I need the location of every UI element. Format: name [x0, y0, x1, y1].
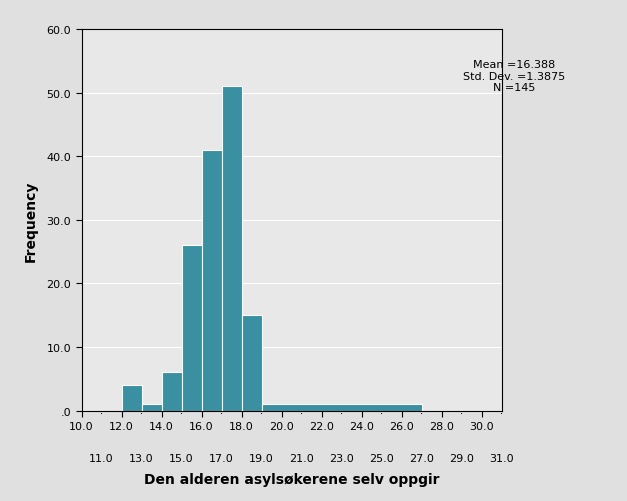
- Bar: [162, 373, 182, 411]
- Bar: [261, 404, 421, 411]
- Text: 17.0: 17.0: [209, 453, 234, 463]
- Bar: [122, 385, 142, 411]
- Text: 25.0: 25.0: [369, 453, 394, 463]
- Text: 19.0: 19.0: [249, 453, 274, 463]
- Text: Mean =16.388
Std. Dev. =1.3875
N =145: Mean =16.388 Std. Dev. =1.3875 N =145: [463, 60, 566, 93]
- Text: 29.0: 29.0: [449, 453, 474, 463]
- Y-axis label: Frequency: Frequency: [24, 180, 38, 261]
- Text: 21.0: 21.0: [289, 453, 314, 463]
- Text: 13.0: 13.0: [129, 453, 154, 463]
- Text: 15.0: 15.0: [169, 453, 194, 463]
- Bar: [241, 316, 261, 411]
- Text: Den alderen asylsøkerene selv oppgir: Den alderen asylsøkerene selv oppgir: [144, 472, 440, 486]
- Bar: [182, 246, 201, 411]
- Bar: [201, 151, 221, 411]
- Text: 23.0: 23.0: [329, 453, 354, 463]
- Text: 27.0: 27.0: [409, 453, 434, 463]
- Bar: [142, 404, 162, 411]
- Bar: [221, 87, 241, 411]
- Text: 11.0: 11.0: [89, 453, 114, 463]
- Text: 31.0: 31.0: [489, 453, 514, 463]
